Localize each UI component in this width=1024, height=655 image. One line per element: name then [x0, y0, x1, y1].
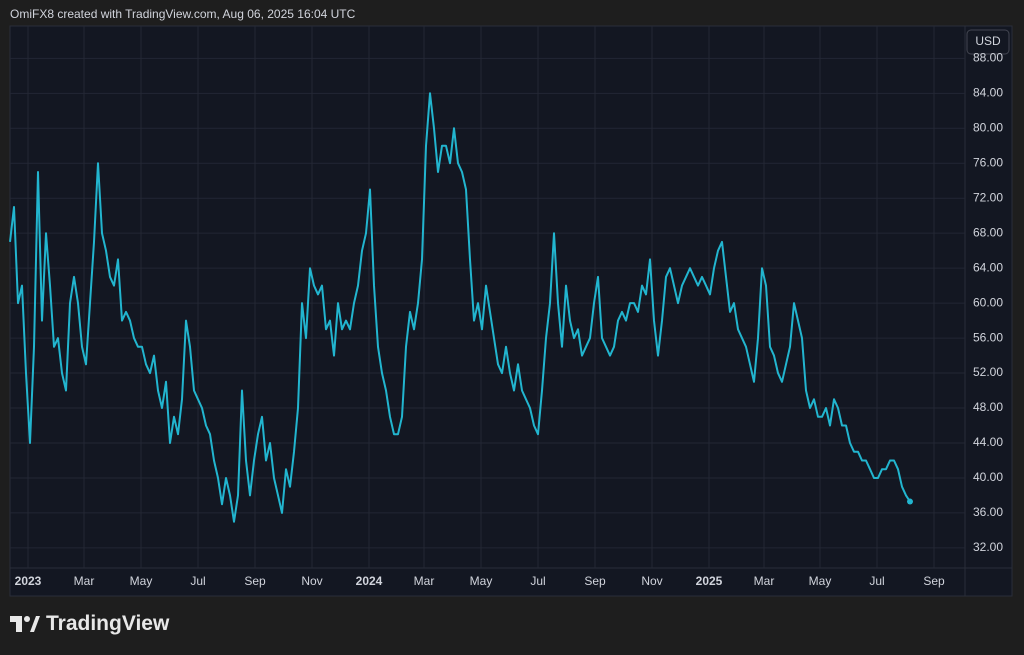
chart-panel [9, 25, 1013, 597]
x-tick-label: 2023 [15, 574, 42, 588]
brand-logo [10, 616, 40, 632]
y-tick-label: 32.00 [973, 540, 1003, 554]
y-tick-label: 88.00 [973, 51, 1003, 65]
x-tick-label: May [809, 574, 832, 588]
x-tick-label: Nov [641, 574, 662, 588]
x-tick-label: May [470, 574, 493, 588]
y-tick-label: 44.00 [973, 435, 1003, 449]
x-tick-label: Mar [754, 574, 775, 588]
x-tick-label: May [130, 574, 153, 588]
y-tick-label: 56.00 [973, 330, 1003, 344]
x-tick-label: Mar [414, 574, 435, 588]
header-text: OmiFX8 created with TradingView.com, Aug… [10, 7, 356, 21]
y-tick-label: 52.00 [973, 365, 1003, 379]
y-tick-label: 48.00 [973, 400, 1003, 414]
y-tick-label: 36.00 [973, 505, 1003, 519]
y-tick-label: 68.00 [973, 225, 1003, 239]
brand-name: TradingView [46, 612, 170, 635]
y-tick-label: 72.00 [973, 190, 1003, 204]
price-line [9, 92, 911, 523]
brand: TradingView [10, 612, 169, 636]
x-tick-label: Jul [869, 574, 884, 588]
x-tick-label: 2024 [356, 574, 383, 588]
last-point [907, 498, 913, 505]
y-tick-label: 60.00 [973, 295, 1003, 309]
y-tick-label: 40.00 [973, 470, 1003, 484]
currency-label: USD [975, 34, 1001, 48]
y-tick-label: 84.00 [973, 85, 1003, 99]
x-tick-label: 2025 [696, 574, 723, 588]
x-tick-label: Sep [584, 574, 606, 588]
x-tick-label: Jul [530, 574, 545, 588]
chart: USD 32.00 36.00 40.00 44.00 48.00 52.00 56.00 6… [9, 25, 1013, 597]
x-tick-label: Mar [74, 574, 95, 588]
y-tick-label: 80.00 [973, 120, 1003, 134]
x-tick-label: Nov [301, 574, 322, 588]
y-tick-label: 64.00 [973, 260, 1003, 274]
x-tick-label: Sep [244, 574, 266, 588]
y-tick-label: 76.00 [973, 155, 1003, 169]
currency-button[interactable] [966, 29, 1010, 55]
x-tick-label: Jul [190, 574, 205, 588]
x-tick-label: Sep [923, 574, 945, 588]
